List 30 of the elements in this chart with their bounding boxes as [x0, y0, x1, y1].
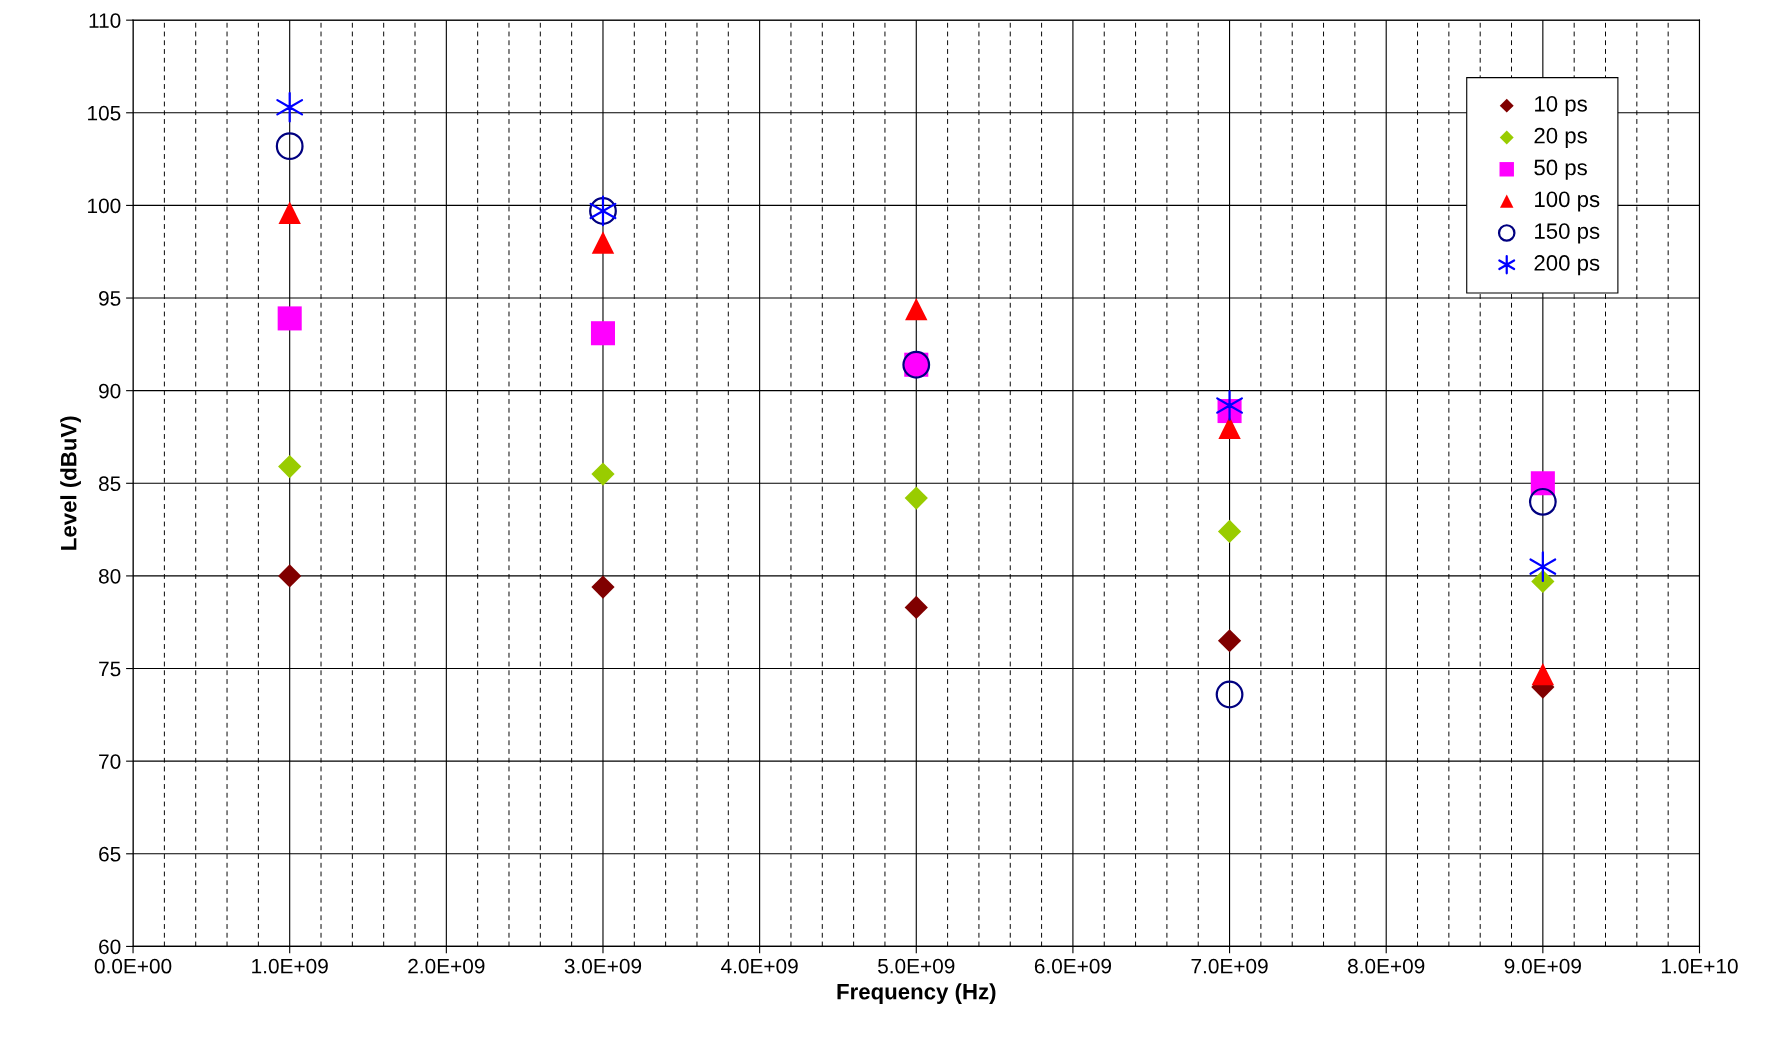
legend-label: 150 ps	[1535, 223, 1600, 244]
x-tick-label: 9.0E+09	[1504, 958, 1581, 974]
y-tick-label: 105	[88, 105, 121, 121]
x-tick-label: 0.0E+00	[94, 958, 172, 974]
y-tick-label: 70	[99, 754, 121, 769]
legend-label: 20 ps	[1534, 127, 1587, 148]
y-tick-label: 110	[89, 13, 121, 28]
x-tick-label: 4.0E+09	[721, 958, 798, 974]
x-tick-label: 3.0E+09	[564, 958, 642, 974]
x-tick-label: 6.0E+09	[1034, 958, 1112, 974]
y-tick-label: 75	[99, 661, 121, 677]
x-tick-label: 7.0E+09	[1191, 958, 1268, 974]
legend-label: 200 ps	[1534, 255, 1600, 276]
y-tick-label: 90	[99, 383, 121, 399]
x-tick-label: 8.0E+09	[1348, 958, 1425, 974]
x-tick-label: 5.0E+09	[878, 958, 955, 974]
y-axis-title: Level (dBuV)	[60, 416, 81, 550]
legend-label: 50 ps	[1534, 159, 1587, 180]
y-tick-label: 100	[88, 198, 121, 214]
x-tick-label: 1.0E+10	[1661, 958, 1738, 974]
y-tick-label: 95	[99, 291, 121, 306]
y-tick-label: 65	[99, 846, 121, 862]
x-axis-title: Frequency (Hz)	[837, 983, 996, 1004]
y-tick-label: 85	[98, 476, 121, 492]
legend-label: 10 ps	[1535, 95, 1587, 117]
y-tick-label: 80	[98, 568, 121, 584]
legend-label: 100 ps	[1535, 191, 1600, 212]
y-tick-label: 60	[99, 939, 121, 955]
x-tick-label: 1.0E+09	[252, 958, 328, 974]
x-tick-label: 2.0E+09	[408, 958, 485, 974]
